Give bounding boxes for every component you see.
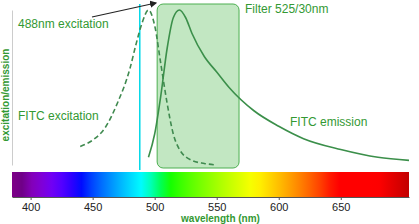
x-tick-mark bbox=[93, 197, 94, 200]
chart: 400 450 500 550 600 650 wavelength (nm) excitat… bbox=[0, 0, 419, 224]
spectrum-line bbox=[148, 10, 409, 160]
y-axis-title: excitation/emission bbox=[0, 49, 11, 142]
x-axis-title: wavelength (nm) bbox=[180, 213, 260, 224]
y-axis-line bbox=[12, 11, 13, 166]
x-tick-label: 650 bbox=[332, 201, 350, 213]
x-axis-line bbox=[13, 197, 410, 198]
x-axis: 400 450 500 550 600 650 bbox=[13, 197, 410, 213]
x-tick-label: 450 bbox=[84, 201, 102, 213]
x-tick: 500 bbox=[146, 197, 164, 213]
x-tick-mark bbox=[279, 197, 280, 200]
x-tick-mark bbox=[341, 197, 342, 200]
y-axis bbox=[12, 11, 13, 166]
plot-area bbox=[80, 4, 409, 170]
x-tick-label: 500 bbox=[146, 201, 164, 213]
x-tick: 650 bbox=[332, 197, 350, 213]
x-tick-mark bbox=[217, 197, 218, 200]
x-tick: 550 bbox=[208, 197, 226, 213]
line-label: 488nm excitation bbox=[18, 17, 109, 31]
x-tick: 450 bbox=[84, 197, 102, 213]
filter-band bbox=[157, 4, 239, 168]
spectrum-bar bbox=[12, 172, 409, 197]
band-label: Filter 525/30nm bbox=[245, 2, 328, 16]
annotation-arrow bbox=[92, 3, 156, 17]
x-tick-label: 550 bbox=[208, 201, 226, 213]
x-tick-label: 600 bbox=[270, 201, 288, 213]
series-label: FITC emission bbox=[290, 115, 367, 129]
x-tick-mark bbox=[31, 197, 32, 200]
series-label: FITC excitation bbox=[18, 109, 99, 123]
x-tick-label: 400 bbox=[22, 201, 40, 213]
x-tick: 400 bbox=[22, 197, 40, 213]
x-tick: 600 bbox=[270, 197, 288, 213]
x-tick-mark bbox=[155, 197, 156, 200]
spectrum-line bbox=[80, 10, 216, 165]
